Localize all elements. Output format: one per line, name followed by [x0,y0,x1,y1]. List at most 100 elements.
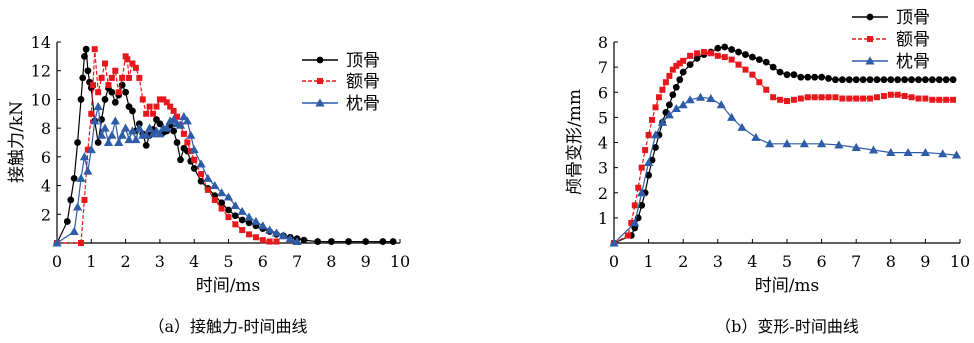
x-tick-label: 1 [644,252,654,271]
data-point [379,238,387,245]
data-point [69,226,79,235]
series-square [611,49,957,246]
data-point [134,123,144,132]
data-point [246,231,253,238]
data-point [145,123,155,132]
data-point [101,96,109,103]
data-point [74,139,81,146]
data-point [935,76,943,84]
x-tick-label: 8 [886,252,896,271]
data-point [78,240,85,246]
data-point [184,139,191,146]
x-tick-label: 9 [920,252,930,271]
data-point [90,116,100,125]
data-point [132,64,139,71]
data-point [887,76,895,84]
data-point [769,63,777,71]
data-point [72,202,83,211]
data-point [922,95,929,102]
x-tick-label: 9 [361,252,371,271]
data-point [81,52,88,60]
data-point [908,94,915,101]
data-point [799,139,809,148]
data-point [887,91,894,98]
data-point [191,156,198,163]
data-point [230,201,240,210]
data-point [259,237,266,244]
legend-label: 枕骨 [346,94,380,114]
data-point [91,46,98,53]
x-tick-label: 3 [155,252,165,271]
data-point [873,76,881,84]
data-point [672,83,680,91]
data-point [630,218,640,227]
y-axis-label: 接触力/kN [7,101,27,183]
data-point [93,102,103,111]
data-point [110,116,120,125]
data-point [131,135,141,144]
data-point [179,112,189,121]
data-point [218,205,225,212]
data-point [624,232,631,239]
data-point [143,110,150,117]
data-point [628,219,635,226]
data-point [180,130,187,137]
data-point [265,225,275,234]
data-point [82,45,90,53]
legend-label: 额骨 [896,30,930,50]
data-point [186,130,196,139]
data-point [671,103,681,113]
data-point [817,139,827,148]
series-line [613,96,957,244]
data-point [239,227,246,234]
data-point [223,192,234,201]
data-point [749,71,756,78]
data-point [777,96,784,103]
data-point [673,62,680,69]
data-point [67,196,75,204]
data-point [669,91,677,99]
y-tick-label: 2 [598,184,608,203]
data-point [638,164,645,171]
data-point [635,184,642,191]
data-point [825,75,832,82]
data-point [204,186,211,193]
data-point [700,49,707,56]
data-point [763,86,770,93]
y-tick-label: 5 [598,108,608,127]
data-point [142,141,150,149]
data-point [90,82,97,89]
data-point [642,147,649,154]
data-point [894,76,902,84]
data-point [105,82,112,89]
data-point [756,79,763,86]
data-point [285,234,295,243]
data-point [695,92,706,101]
data-point [217,188,227,197]
data-point [190,164,198,172]
x-tick-label: 6 [258,252,268,271]
x-tick-label: 10 [950,252,970,271]
legend-label: 顶骨 [346,51,380,71]
data-point [666,72,673,79]
data-point [804,94,811,101]
data-point [86,145,96,154]
legend-entry: 顶骨 [302,51,380,71]
data-point [657,117,668,126]
x-tick-label: 7 [851,252,861,271]
data-point [70,174,78,182]
data-point [797,73,805,81]
data-point [676,76,684,84]
x-axis-label: 时间/ms [755,276,820,296]
data-point [362,238,370,245]
data-point [762,58,770,66]
x-tick-label: 10 [390,252,410,271]
data-point [609,238,619,247]
data-point [117,130,127,139]
data-point [920,147,930,156]
data-point [129,107,136,115]
data-point [662,79,669,86]
chart-caption: （b）变形-时间曲线 [715,317,859,336]
legend-marker [315,98,325,107]
data-point [79,152,90,161]
